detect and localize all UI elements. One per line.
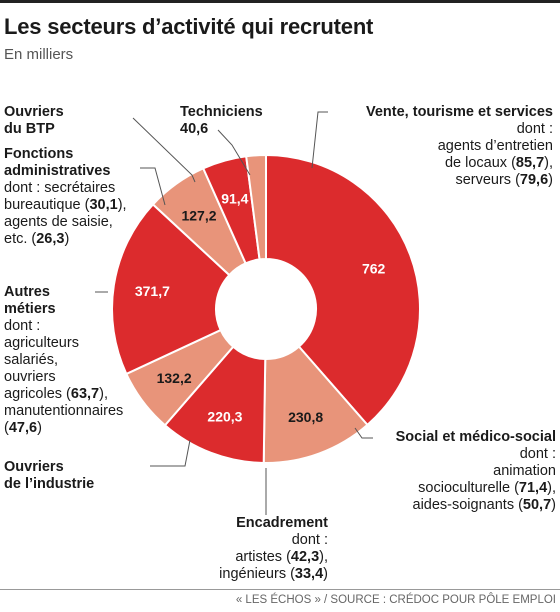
autres-line-4: ouvriers — [4, 369, 56, 385]
admin-line-2: bureautique (30,1), — [4, 197, 127, 213]
bottom-rule — [0, 589, 560, 590]
slice-4 — [111, 202, 231, 376]
value-label-1: 230,8 — [288, 409, 323, 425]
label-btp-2: du BTP — [4, 121, 55, 137]
label-encadrement: Encadrement — [236, 515, 328, 531]
donut-slices — [111, 153, 421, 464]
leader-btp — [132, 117, 196, 183]
slice-2 — [163, 345, 267, 464]
source-credit: « LES ÉCHOS » / SOURCE : CRÉDOC POUR PÔL… — [235, 594, 556, 606]
admin-line-1: dont : secrétaires — [4, 180, 116, 196]
label-autres-1: Autres — [4, 284, 50, 300]
label-industrie-1: Ouvriers — [4, 459, 64, 475]
value-label-5: 127,2 — [181, 208, 216, 224]
social-line-3: socioculturelle (71,4), — [418, 480, 556, 496]
annotation-admin: Fonctions administratives dont : secréta… — [4, 146, 127, 248]
social-line-1: dont : — [519, 446, 556, 462]
leader-admin — [140, 167, 166, 206]
autres-line-7: (47,6) — [4, 420, 42, 436]
encadrement-line-2: artistes (42,3), — [235, 549, 328, 565]
value-label-2: 220,3 — [207, 408, 242, 424]
annotation-social: Social et médico-social dont : animation… — [330, 429, 556, 514]
encadrement-line-3: ingénieurs (33,4) — [219, 566, 328, 582]
value-label-4: 371,7 — [135, 283, 170, 299]
label-techniciens: Techniciens — [180, 104, 263, 120]
autres-line-3: salariés, — [4, 352, 58, 368]
social-line-4: aides-soignants (50,7) — [412, 497, 557, 513]
annotation-encadrement: Encadrement dont : artistes (42,3), ingé… — [190, 515, 328, 583]
admin-line-4: etc. (26,3) — [4, 231, 70, 247]
chart-subtitle: En milliers — [4, 46, 74, 63]
label-admin-1: Fonctions — [4, 146, 74, 162]
vente-line-4: serveurs (79,6) — [455, 172, 553, 188]
leader-vente — [311, 111, 328, 169]
slice-7 — [245, 153, 267, 261]
label-btp-1: Ouvriers — [4, 104, 64, 120]
vente-line-3: de locaux (85,7), — [444, 155, 553, 171]
chart-title: Les secteurs d’activité qui recrutent — [4, 14, 374, 39]
label-admin-2: administratives — [4, 163, 111, 179]
vente-line-2: agents d’entretien — [437, 138, 553, 154]
leader-lines — [95, 111, 373, 515]
label-social: Social et médico-social — [395, 429, 556, 445]
label-industrie-2: de l’industrie — [4, 476, 95, 492]
autres-line-2: agriculteurs — [4, 335, 79, 351]
vente-line-1: dont : — [516, 121, 553, 137]
social-line-2: animation — [493, 463, 556, 479]
autres-line-6: manutentionnaires — [4, 403, 124, 419]
leader-social — [354, 427, 373, 439]
slice-0 — [265, 153, 421, 427]
leader-techniciens — [217, 129, 251, 176]
top-rule — [0, 0, 560, 3]
autres-line-5: agricoles (63,7), — [4, 386, 108, 402]
annotation-autres: Autres métiers dont : agriculteurs salar… — [4, 284, 123, 437]
value-label-3: 132,2 — [157, 370, 192, 386]
value-techniciens: 40,6 — [180, 121, 209, 137]
label-autres-2: métiers — [4, 301, 56, 317]
annotation-btp: Ouvriers du BTP — [4, 104, 64, 138]
autres-line-1: dont : — [4, 318, 41, 334]
label-vente: Vente, tourisme et services — [366, 104, 553, 120]
annotation-techniciens: Techniciens 40,6 — [180, 104, 263, 138]
slice-value-labels: 762 230,8 220,3 132,2 371,7 127,2 91,4 — [135, 190, 386, 425]
annotation-vente: Vente, tourisme et services dont : agent… — [300, 104, 553, 189]
annotation-industrie: Ouvriers de l’industrie — [4, 459, 94, 493]
encadrement-line-1: dont : — [291, 532, 328, 548]
admin-line-3: agents de saisie, — [4, 214, 113, 230]
leader-industrie — [150, 439, 191, 467]
value-label-0: 762 — [362, 261, 386, 277]
value-label-6: 91,4 — [221, 190, 248, 206]
